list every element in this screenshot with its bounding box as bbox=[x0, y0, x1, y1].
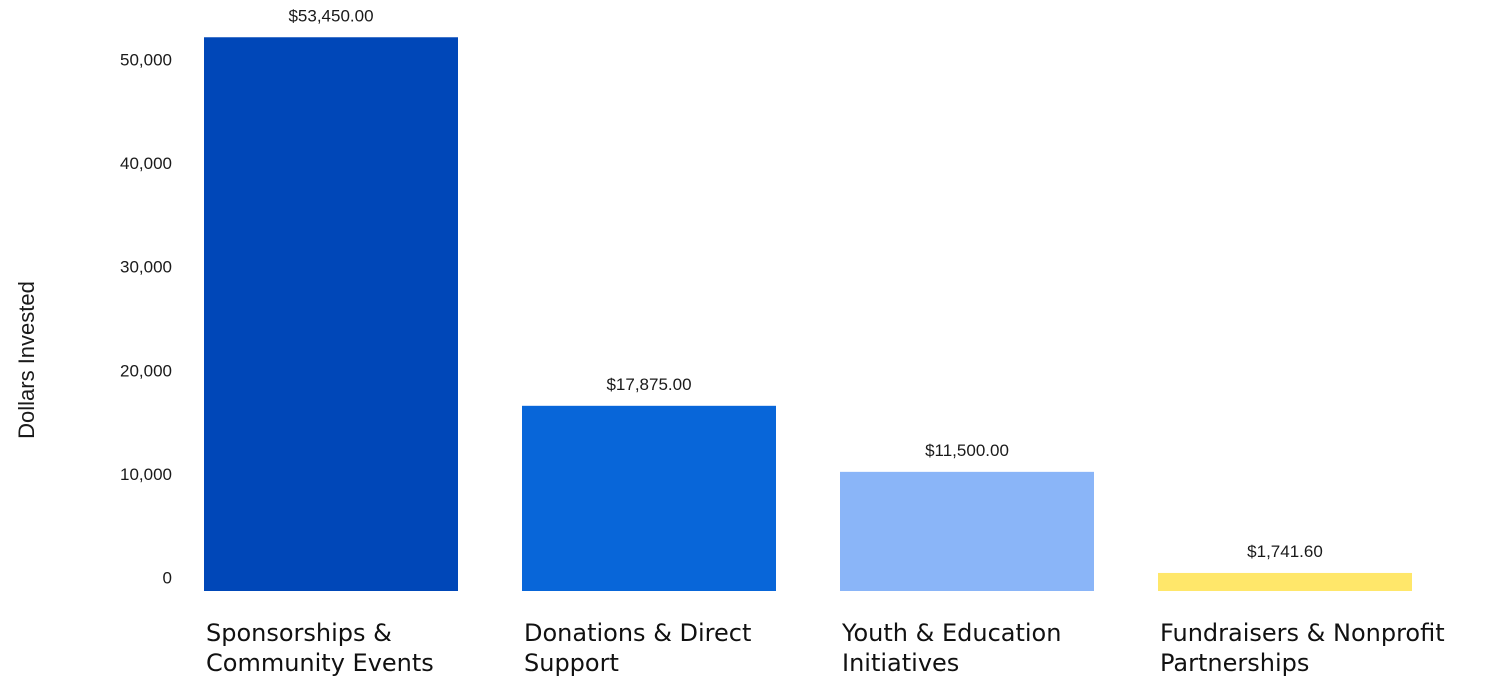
category-label: Community Events bbox=[206, 649, 434, 677]
data-label: $53,450.00 bbox=[288, 6, 373, 25]
category-label: Fundraisers & Nonprofit bbox=[1160, 619, 1445, 647]
y-tick-label: 50,000 bbox=[120, 50, 172, 69]
category-label: Partnerships bbox=[1160, 649, 1309, 677]
category-label: Donations & Direct bbox=[524, 619, 751, 647]
y-tick-label: 0 bbox=[163, 568, 172, 587]
bar bbox=[840, 471, 1094, 591]
data-label: $1,741.60 bbox=[1247, 542, 1323, 561]
data-label: $11,500.00 bbox=[925, 441, 1009, 460]
category-label: Sponsorships & bbox=[206, 619, 392, 647]
y-tick-label: 40,000 bbox=[120, 154, 172, 173]
bar bbox=[204, 37, 458, 592]
y-axis-ticks: 0 10,000 20,000 30,000 40,000 50,000 bbox=[120, 50, 172, 587]
y-tick-label: 30,000 bbox=[120, 258, 172, 277]
bar bbox=[1158, 572, 1412, 591]
category-labels: Sponsorships &Community Events Donations … bbox=[206, 619, 1445, 677]
y-tick-label: 10,000 bbox=[120, 465, 172, 484]
y-axis-title: Dollars Invested bbox=[14, 281, 39, 439]
category-label: Support bbox=[524, 649, 619, 677]
data-label: $17,875.00 bbox=[606, 375, 691, 394]
y-tick-label: 20,000 bbox=[120, 361, 172, 380]
bar bbox=[522, 405, 776, 591]
category-label: Youth & Education bbox=[841, 619, 1061, 647]
data-labels: $53,450.00 $17,875.00 $11,500.00 $1,741.60 bbox=[288, 6, 1322, 561]
bars bbox=[204, 37, 1412, 592]
category-label: Initiatives bbox=[842, 649, 959, 677]
